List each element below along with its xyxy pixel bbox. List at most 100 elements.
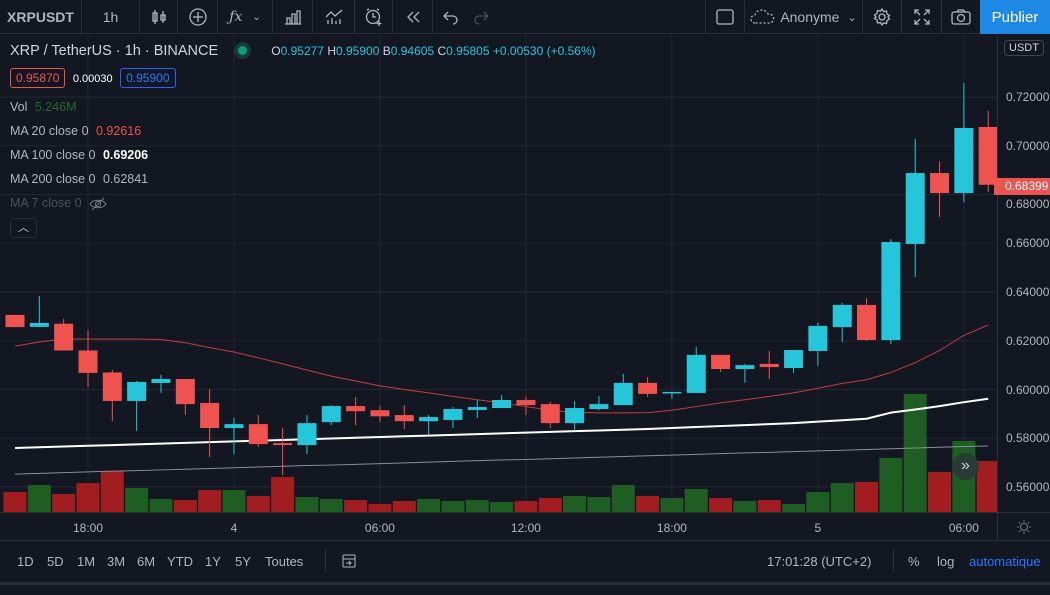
compare-button[interactable] (178, 0, 218, 34)
volume-bar (100, 470, 124, 512)
expand-icon (913, 9, 930, 25)
range-button-6m[interactable]: 6M (137, 554, 156, 569)
candle-body (200, 402, 220, 429)
rewind-icon (406, 11, 419, 23)
volume-bar (611, 484, 635, 512)
volume-bar (587, 497, 611, 512)
range-button-ytd[interactable]: YTD (167, 554, 193, 569)
candle-body (930, 173, 950, 194)
last-price-label: 0.68399 (994, 178, 1050, 195)
currency-label: USDT (1009, 42, 1039, 54)
range-button-3m[interactable]: 3M (107, 554, 126, 569)
candle-body (102, 372, 122, 401)
vol-value: 5.246M (34, 100, 77, 114)
chevron-up-icon: ︿ (18, 222, 29, 234)
templates-button[interactable] (313, 0, 355, 34)
financials-button[interactable] (273, 0, 313, 34)
volume-bar (198, 490, 222, 512)
layout-button[interactable] (705, 0, 745, 34)
divider (325, 549, 326, 573)
alert-button[interactable] (355, 0, 393, 34)
price-tick-label: 0.56000 (1006, 480, 1050, 494)
legend-ma200[interactable]: MA 200 close 0 0.62841 (10, 172, 148, 186)
legend-ma20[interactable]: MA 20 close 0 0.92616 (10, 124, 141, 138)
plus-circle-icon (188, 8, 207, 26)
price-tick-label: 0.60000 (1006, 382, 1050, 397)
eye-hidden-icon[interactable] (89, 197, 107, 211)
candle-body (443, 409, 463, 420)
square-icon (716, 9, 734, 25)
legend-ma7[interactable]: MA 7 close 0 (10, 196, 107, 211)
volume-bar (246, 495, 270, 512)
settings-button[interactable] (863, 0, 902, 34)
scroll-to-realtime-button[interactable]: » (952, 453, 979, 480)
goto-date-icon[interactable] (341, 553, 357, 569)
candle-body (29, 322, 49, 327)
ma200-value: 0.62841 (102, 172, 149, 186)
publish-label: Publier (991, 8, 1039, 26)
buy-sell-row: 0.95870 0.00030 0.95900 (10, 68, 176, 88)
volume-bar (636, 495, 660, 512)
percent-scale-toggle[interactable]: % (908, 554, 920, 569)
volume-bar (295, 497, 319, 512)
double-chevron-right-icon: » (961, 457, 970, 474)
sun-icon (1017, 520, 1031, 534)
chart-type-button[interactable] (140, 0, 178, 34)
range-button-1m[interactable]: 1M (77, 554, 96, 569)
buy-button[interactable]: 0.95900 (120, 68, 176, 88)
sell-button[interactable]: 0.95870 (10, 68, 66, 88)
price-tick-label: 0.68000 (1006, 197, 1050, 211)
candle-body (565, 408, 585, 424)
candle-body (905, 173, 925, 244)
redo-icon[interactable] (472, 9, 490, 25)
time-axis[interactable]: 18:00 4 06:00 12:00 18:00 5 06:00 (0, 512, 1050, 541)
publish-button[interactable]: Publier (980, 0, 1050, 34)
volume-bar (733, 501, 757, 512)
screenshot-button[interactable] (942, 0, 980, 34)
chart-settings-toggle[interactable] (997, 513, 1050, 541)
price-axis[interactable]: USDT 0.72000 0.70000 0.68000 0.66000 0.64000… (994, 35, 1050, 512)
log-scale-toggle[interactable]: log (937, 554, 955, 569)
auto-scale-toggle[interactable]: automatique (969, 554, 1041, 569)
volume-bar (538, 498, 562, 512)
interval-button[interactable]: 1h (82, 0, 140, 34)
undo-icon[interactable] (442, 9, 460, 25)
candle-body (419, 417, 439, 422)
symbol-search-button[interactable]: XRPUSDT (0, 0, 82, 34)
collapse-legend-button[interactable]: ︿ (10, 218, 37, 238)
last-price-value: 0.68399 (1005, 179, 1049, 193)
range-button-5d[interactable]: 5D (47, 554, 64, 569)
candles-icon (151, 10, 166, 24)
indicators-button[interactable]: ƒx ⌄ (218, 0, 273, 34)
legend-ma100[interactable]: MA 100 close 0 0.69206 (10, 148, 148, 162)
range-button-1d[interactable]: 1D (17, 554, 34, 569)
range-button-5y[interactable]: 5Y (235, 554, 251, 569)
candle-body (784, 350, 804, 369)
undo-redo-group (433, 0, 498, 34)
volume-bar (830, 483, 854, 512)
price-tick-label: 0.70000 (1006, 138, 1050, 153)
time-tick-label: 18:00 (656, 521, 687, 535)
time-tick-label: 4 (230, 521, 238, 535)
fullscreen-button[interactable] (902, 0, 942, 34)
volume-bar (684, 488, 708, 512)
low-value: 0.94605 (390, 44, 435, 58)
candle-body (297, 423, 317, 446)
range-button-toutes[interactable]: Toutes (265, 554, 304, 569)
volume-bar (149, 498, 173, 512)
candle-body (808, 325, 828, 351)
clock-timezone[interactable]: 17:01:28 (UTC+2) (767, 554, 872, 569)
currency-badge[interactable]: USDT (1004, 40, 1044, 56)
candle-body (516, 399, 536, 406)
price-tick-label: 0.72000 (1006, 90, 1050, 104)
replay-button[interactable] (393, 0, 433, 34)
high-label: H (327, 44, 336, 58)
volume-bar (563, 495, 587, 512)
range-button-1y[interactable]: 1Y (205, 554, 221, 569)
price-chart[interactable] (0, 35, 997, 512)
price-tick-label: 0.58000 (1006, 431, 1050, 446)
candle-body (638, 382, 658, 394)
legend-volume[interactable]: Vol 5.246M (10, 100, 77, 114)
volume-bar (879, 457, 903, 512)
save-cloud-button[interactable]: Anonyme ⌄ (745, 0, 863, 34)
